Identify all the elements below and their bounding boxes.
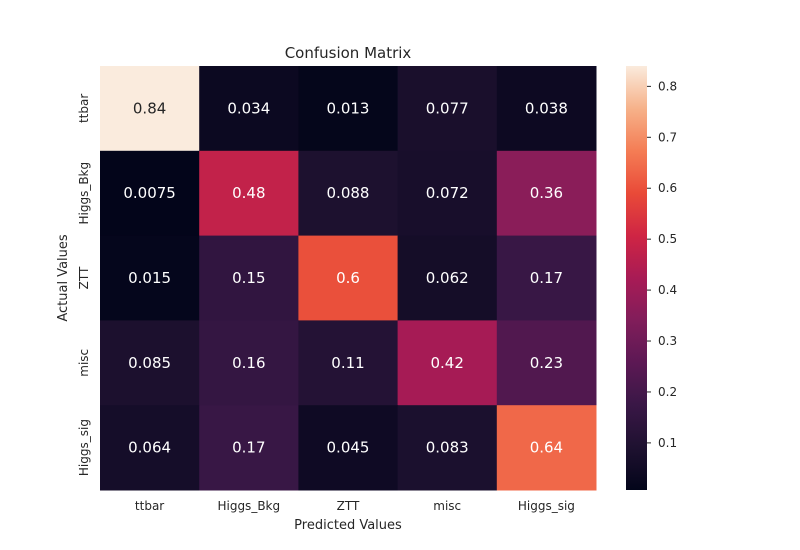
y-tick-label-3: misc <box>77 349 91 377</box>
cell-value-label-3-4: 0.23 <box>530 354 563 372</box>
cell-value-label-0-0: 0.84 <box>133 99 166 117</box>
heatmap-cell-0-1 <box>199 66 299 152</box>
heatmap-cell-1-4 <box>496 150 597 237</box>
cell-value-label-2-4: 0.17 <box>530 269 563 287</box>
heatmap-cell-1-3 <box>397 150 498 237</box>
x-tick-label-0: ttbar <box>135 499 164 513</box>
heatmap-cell-1-1 <box>199 150 299 237</box>
cell-value-label-3-0: 0.085 <box>128 354 171 372</box>
heatmap-cell-0-4 <box>496 66 597 152</box>
colorbar-ticks: 0.1 0.2 0.3 0.4 0.5 0.6 0.7 0.8 <box>647 79 677 450</box>
heatmap-cell-3-4 <box>496 320 597 406</box>
cell-value-label-4-0: 0.064 <box>128 439 171 457</box>
heatmap-cell-0-2 <box>298 66 399 152</box>
colorbar-tick-label-3: 0.4 <box>658 283 677 297</box>
heatmap-cell-4-1 <box>199 405 299 491</box>
heatmap-cell-3-3 <box>397 320 498 406</box>
colorbar-tick-label-6: 0.7 <box>658 130 677 144</box>
heatmap-cell-4-3 <box>397 405 498 491</box>
cell-value-label-4-1: 0.17 <box>232 439 265 457</box>
cell-value-label-4-4: 0.64 <box>530 439 563 457</box>
cell-value-label-0-2: 0.013 <box>327 99 370 117</box>
heatmap-cell-2-4 <box>496 235 597 321</box>
cell-value-label-0-3: 0.077 <box>426 99 469 117</box>
colorbar-tick-label-2: 0.3 <box>658 334 677 348</box>
colorbar-tick-label-7: 0.8 <box>658 79 677 93</box>
heatmap-cell-4-2 <box>298 405 399 491</box>
cell-value-label-2-0: 0.015 <box>128 269 171 287</box>
x-tick-label-1: Higgs_Bkg <box>217 499 280 513</box>
y-tick-label-2: ZTT <box>77 266 91 289</box>
chart-title: Confusion Matrix <box>285 44 412 62</box>
x-tick-label-3: misc <box>433 499 461 513</box>
x-tick-label-4: Higgs_sig <box>518 499 575 513</box>
y-tick-label-1: Higgs_Bkg <box>77 162 91 225</box>
cell-value-label-3-3: 0.42 <box>430 354 463 372</box>
heatmap-cell-2-3 <box>397 235 498 321</box>
heatmap-cell-0-3 <box>397 66 498 152</box>
cell-value-label-2-2: 0.6 <box>336 269 360 287</box>
cell-value-label-1-3: 0.072 <box>426 184 469 202</box>
y-tick-label-0: ttbar <box>77 94 91 123</box>
colorbar-tick-label-0: 0.1 <box>658 436 677 450</box>
cell-value-label-0-1: 0.034 <box>227 99 270 117</box>
colorbar-tick-label-5: 0.6 <box>658 181 677 195</box>
cell-value-label-1-1: 0.48 <box>232 184 265 202</box>
heatmap-cell-1-0 <box>100 150 200 237</box>
x-tick-label-2: ZTT <box>337 499 360 513</box>
y-tick-label-4: Higgs_sig <box>77 419 91 476</box>
heatmap-cell-1-2 <box>298 150 399 237</box>
colorbar <box>626 66 647 490</box>
heatmap-cell-2-1 <box>199 235 299 321</box>
y-tick-labels: ttbar Higgs_Bkg ZTT misc Higgs_sig <box>77 94 91 476</box>
heatmap-cell-2-0 <box>100 235 200 321</box>
heatmap-cell-3-0 <box>100 320 200 406</box>
cell-value-label-2-1: 0.15 <box>232 269 265 287</box>
x-axis-label: Predicted Values <box>294 518 402 533</box>
cell-value-label-3-1: 0.16 <box>232 354 265 372</box>
heatmap-cell-0-0 <box>100 66 200 152</box>
heatmap-cell-2-2 <box>298 235 399 321</box>
cell-value-label-1-0: 0.0075 <box>123 184 176 202</box>
cell-value-label-4-2: 0.045 <box>327 439 370 457</box>
heatmap-cell-3-1 <box>199 320 299 406</box>
x-tick-labels: ttbar Higgs_Bkg ZTT misc Higgs_sig <box>135 499 575 513</box>
heatmap-cell-4-0 <box>100 405 200 491</box>
cell-value-label-0-4: 0.038 <box>525 99 568 117</box>
heatmap-cell-4-4 <box>496 405 597 491</box>
colorbar-tick-label-1: 0.2 <box>658 385 677 399</box>
colorbar-tick-label-4: 0.5 <box>658 232 677 246</box>
cell-value-label-4-3: 0.083 <box>426 439 469 457</box>
heatmap-cells: 0.84 0.034 0.013 0.077 0.038 0.0075 0.48 0.088 0… <box>100 66 597 491</box>
cell-value-label-1-4: 0.36 <box>530 184 563 202</box>
cell-value-label-2-3: 0.062 <box>426 269 469 287</box>
heatmap-cell-3-2 <box>298 320 399 406</box>
y-axis-label: Actual Values <box>56 234 71 322</box>
cell-value-label-3-2: 0.11 <box>331 354 364 372</box>
cell-value-label-1-2: 0.088 <box>327 184 370 202</box>
